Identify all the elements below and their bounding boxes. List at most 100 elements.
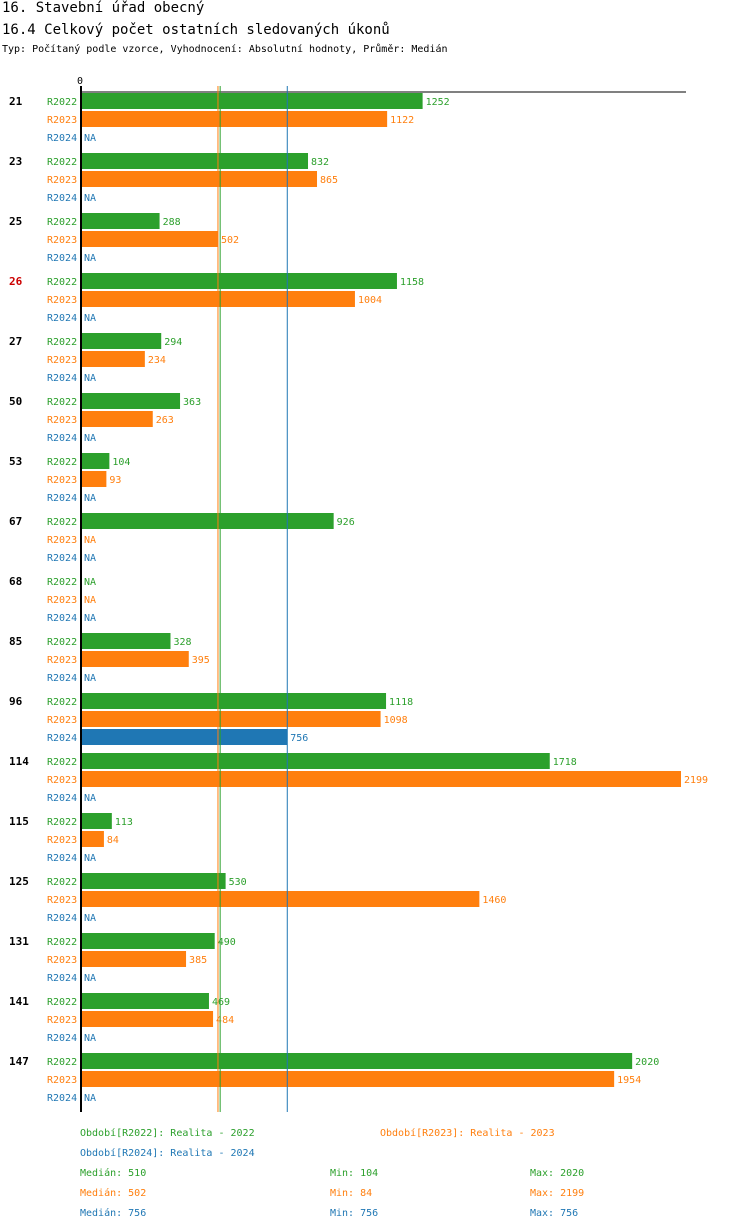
series-label-23-R2022: R2022 bbox=[47, 157, 77, 168]
bar-50-R2023 bbox=[81, 411, 153, 427]
na-label-68-R2023: NA bbox=[84, 595, 96, 606]
data-label-23-R2023: 865 bbox=[320, 175, 338, 186]
series-label-96-R2022: R2022 bbox=[47, 697, 77, 708]
series-label-114-R2024: R2024 bbox=[47, 793, 77, 804]
category-label-25: 25 bbox=[9, 215, 22, 228]
data-label-125-R2022: 530 bbox=[229, 877, 247, 888]
legend-r2022: Období[R2022]: Realita - 2022 bbox=[80, 1128, 255, 1139]
category-label-53: 53 bbox=[9, 455, 22, 468]
data-label-25-R2023: 502 bbox=[221, 235, 239, 246]
bar-131-R2022 bbox=[81, 933, 215, 949]
data-label-114-R2022: 1718 bbox=[553, 757, 577, 768]
na-label-68-R2022: NA bbox=[84, 577, 96, 588]
series-label-23-R2024: R2024 bbox=[47, 193, 77, 204]
bar-96-R2024 bbox=[81, 729, 288, 745]
series-label-67-R2024: R2024 bbox=[47, 553, 77, 564]
series-label-85-R2023: R2023 bbox=[47, 655, 77, 666]
na-label-26-R2024: NA bbox=[84, 313, 96, 324]
data-label-96-R2022: 1118 bbox=[389, 697, 413, 708]
data-label-67-R2022: 926 bbox=[337, 517, 355, 528]
bar-96-R2023 bbox=[81, 711, 381, 727]
bar-27-R2023 bbox=[81, 351, 145, 367]
series-label-147-R2022: R2022 bbox=[47, 1057, 77, 1068]
category-label-96: 96 bbox=[9, 695, 23, 708]
category-label-67: 67 bbox=[9, 515, 22, 528]
legend-r2024: Období[R2024]: Realita - 2024 bbox=[80, 1148, 255, 1159]
na-label-125-R2024: NA bbox=[84, 913, 96, 924]
series-label-96-R2024: R2024 bbox=[47, 733, 77, 744]
data-label-96-R2024: 756 bbox=[290, 733, 308, 744]
data-label-53-R2022: 104 bbox=[112, 457, 130, 468]
series-label-21-R2023: R2023 bbox=[47, 115, 77, 126]
data-label-27-R2023: 234 bbox=[148, 355, 166, 366]
na-label-67-R2024: NA bbox=[84, 553, 96, 564]
bar-141-R2022 bbox=[81, 993, 209, 1009]
series-label-50-R2023: R2023 bbox=[47, 415, 77, 426]
bar-147-R2022 bbox=[81, 1053, 633, 1069]
bar-50-R2022 bbox=[81, 393, 181, 409]
stat-median-r2022: Medián: 510 bbox=[80, 1168, 147, 1179]
series-label-147-R2023: R2023 bbox=[47, 1075, 77, 1086]
category-label-114: 114 bbox=[9, 755, 29, 768]
na-label-21-R2024: NA bbox=[84, 133, 96, 144]
series-label-141-R2022: R2022 bbox=[47, 997, 77, 1008]
series-label-115-R2024: R2024 bbox=[47, 853, 77, 864]
bar-85-R2023 bbox=[81, 651, 189, 667]
category-label-141: 141 bbox=[9, 995, 29, 1008]
series-label-114-R2023: R2023 bbox=[47, 775, 77, 786]
na-label-25-R2024: NA bbox=[84, 253, 96, 264]
na-label-85-R2024: NA bbox=[84, 673, 96, 684]
category-label-27: 27 bbox=[9, 335, 22, 348]
series-label-68-R2022: R2022 bbox=[47, 577, 77, 588]
data-label-85-R2023: 395 bbox=[192, 655, 210, 666]
series-label-114-R2022: R2022 bbox=[47, 757, 77, 768]
series-label-25-R2023: R2023 bbox=[47, 235, 77, 246]
series-label-96-R2023: R2023 bbox=[47, 715, 77, 726]
bar-114-R2023 bbox=[81, 771, 681, 787]
data-label-96-R2023: 1098 bbox=[384, 715, 408, 726]
series-label-68-R2023: R2023 bbox=[47, 595, 77, 606]
category-label-21: 21 bbox=[9, 95, 23, 108]
stat-median-r2023: Medián: 502 bbox=[80, 1188, 147, 1199]
series-label-26-R2024: R2024 bbox=[47, 313, 77, 324]
data-label-26-R2022: 1158 bbox=[400, 277, 424, 288]
na-label-147-R2024: NA bbox=[84, 1093, 96, 1104]
series-label-115-R2022: R2022 bbox=[47, 817, 77, 828]
data-label-147-R2023: 1954 bbox=[617, 1075, 641, 1086]
na-label-50-R2024: NA bbox=[84, 433, 96, 444]
category-label-50: 50 bbox=[9, 395, 22, 408]
page-title: 16. Stavební úřad obecný bbox=[2, 0, 205, 16]
series-label-85-R2022: R2022 bbox=[47, 637, 77, 648]
series-label-141-R2023: R2023 bbox=[47, 1015, 77, 1026]
series-label-50-R2024: R2024 bbox=[47, 433, 77, 444]
zero-tick-label: 0 bbox=[77, 76, 83, 87]
bar-21-R2023 bbox=[81, 111, 388, 127]
bar-21-R2022 bbox=[81, 93, 423, 109]
bar-115-R2023 bbox=[81, 831, 104, 847]
bar-26-R2022 bbox=[81, 273, 397, 289]
series-label-53-R2024: R2024 bbox=[47, 493, 77, 504]
chart-subtitle: 16.4 Celkový počet ostatních sledovaných… bbox=[2, 22, 390, 38]
series-label-125-R2024: R2024 bbox=[47, 913, 77, 924]
data-label-26-R2023: 1004 bbox=[358, 295, 382, 306]
data-label-147-R2022: 2020 bbox=[635, 1057, 659, 1068]
chart-meta: Typ: Počítaný podle vzorce, Vyhodnocení:… bbox=[2, 44, 448, 55]
category-label-23: 23 bbox=[9, 155, 22, 168]
category-label-26: 26 bbox=[9, 275, 23, 288]
stat-max-r2022: Max: 2020 bbox=[530, 1168, 585, 1179]
series-label-53-R2022: R2022 bbox=[47, 457, 77, 468]
stat-max-r2023: Max: 2199 bbox=[530, 1188, 585, 1199]
series-label-131-R2023: R2023 bbox=[47, 955, 77, 966]
series-label-26-R2023: R2023 bbox=[47, 295, 77, 306]
na-label-141-R2024: NA bbox=[84, 1033, 96, 1044]
na-label-114-R2024: NA bbox=[84, 793, 96, 804]
category-label-115: 115 bbox=[9, 815, 29, 828]
series-label-68-R2024: R2024 bbox=[47, 613, 77, 624]
data-label-141-R2022: 469 bbox=[212, 997, 230, 1008]
na-label-23-R2024: NA bbox=[84, 193, 96, 204]
data-label-50-R2023: 263 bbox=[156, 415, 174, 426]
series-label-25-R2022: R2022 bbox=[47, 217, 77, 228]
series-label-141-R2024: R2024 bbox=[47, 1033, 77, 1044]
series-label-50-R2022: R2022 bbox=[47, 397, 77, 408]
bar-23-R2023 bbox=[81, 171, 318, 187]
